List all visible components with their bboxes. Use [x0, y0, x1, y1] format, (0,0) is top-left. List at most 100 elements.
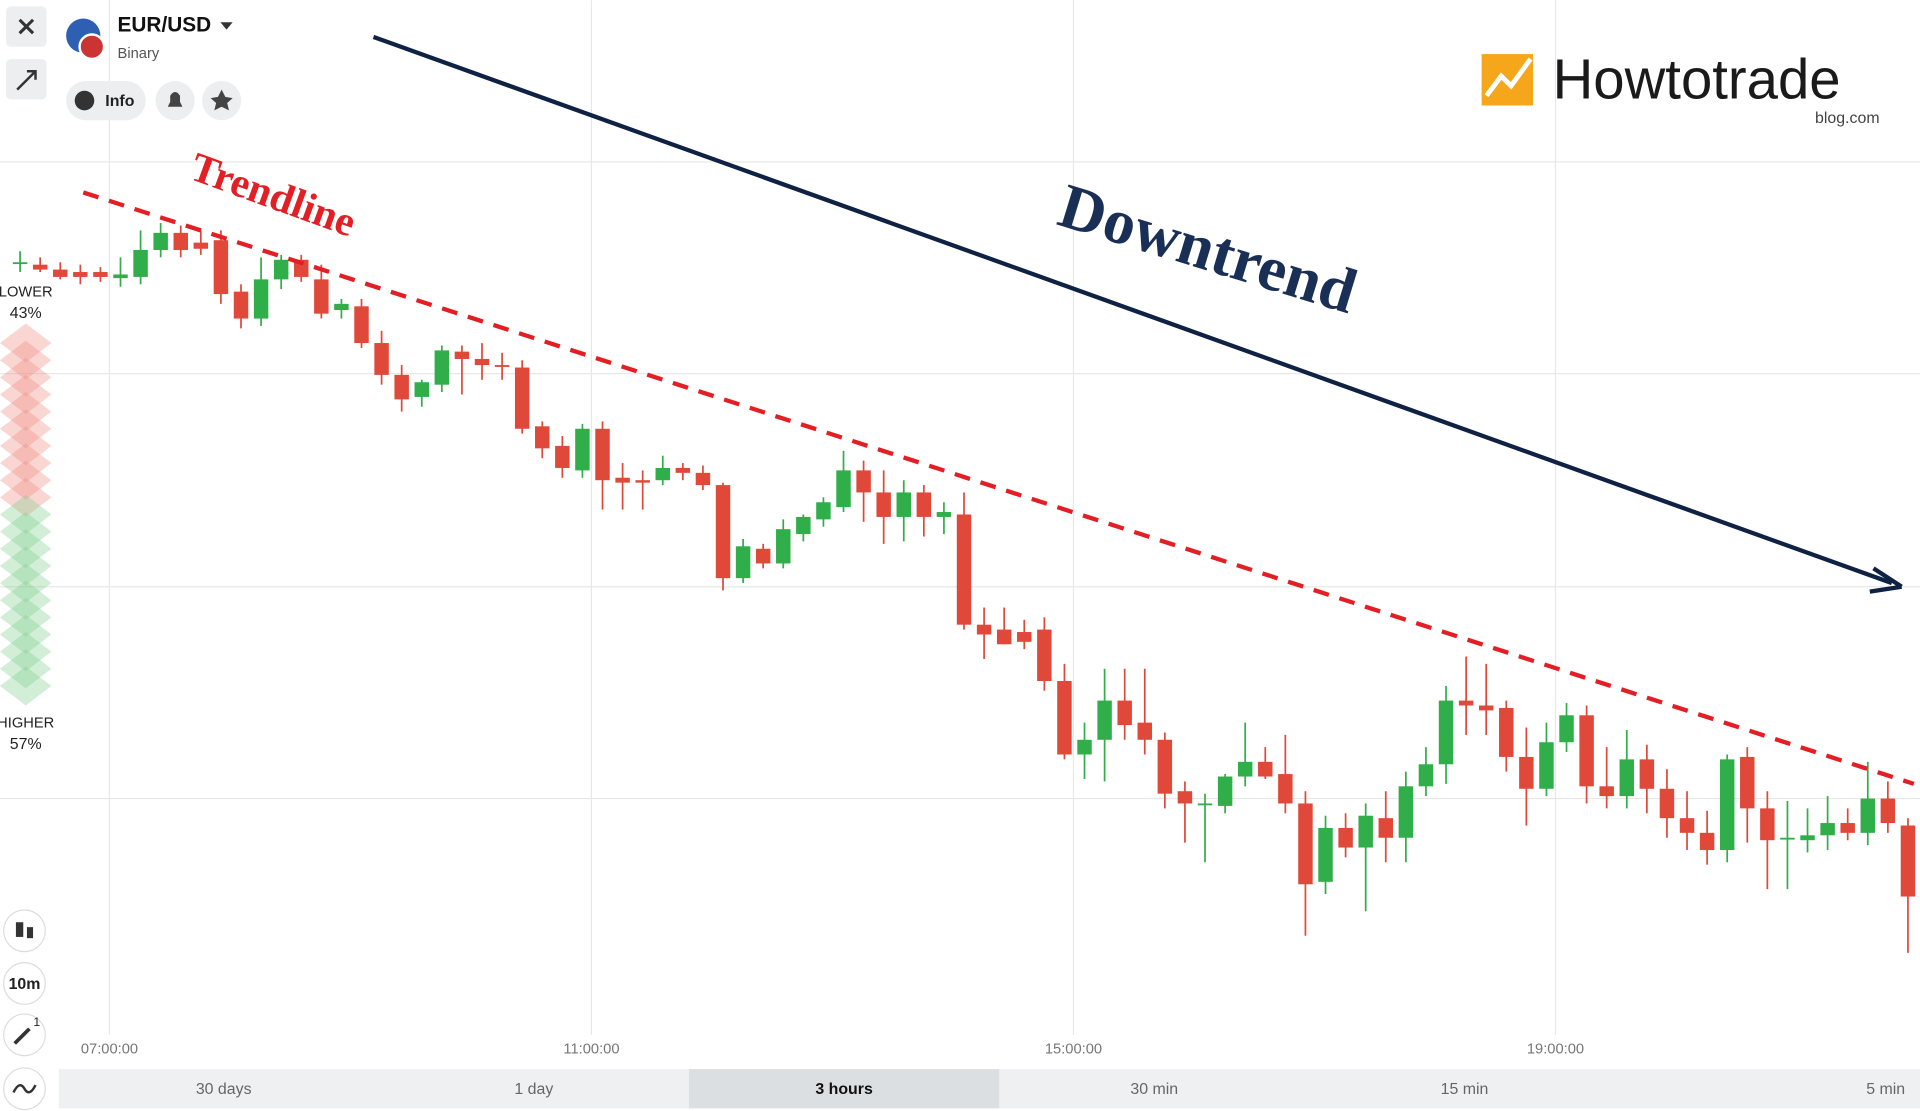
lower-pct: 43%: [10, 305, 42, 322]
candle-body: [434, 350, 450, 385]
x-tick-label: 07:00:00: [81, 1041, 138, 1057]
candle-body: [1559, 715, 1574, 743]
candle-body: [253, 279, 269, 319]
timeframe-option[interactable]: 15 min: [1441, 1081, 1489, 1098]
sentiment-diamond: [0, 426, 52, 466]
timeframe-option[interactable]: 30 min: [1130, 1081, 1178, 1098]
sentiment-diamond: [0, 323, 52, 363]
candle-body: [1458, 700, 1474, 706]
candle-body: [1298, 803, 1313, 885]
dropdown-caret: [220, 22, 233, 30]
candle-body: [1258, 761, 1273, 777]
candle-body: [32, 264, 48, 270]
candle-body: [414, 382, 429, 397]
candle-body: [876, 492, 891, 517]
info-button[interactable]: [66, 81, 146, 121]
candle-body: [695, 472, 711, 486]
star-icon: [210, 89, 233, 111]
bell-icon: [167, 92, 183, 107]
candle-body: [1177, 791, 1193, 804]
x-tick-label: 15:00:00: [1045, 1041, 1102, 1057]
candle-body: [1619, 759, 1635, 797]
candle-body: [1499, 707, 1514, 757]
candle-body: [1760, 808, 1775, 841]
candle-body: [1579, 715, 1594, 787]
draw-badge: 1: [33, 1015, 40, 1029]
x-tick-label: 11:00:00: [563, 1041, 619, 1057]
candle-body: [655, 467, 670, 481]
candle-body: [535, 426, 550, 449]
timeframe-option[interactable]: 30 days: [196, 1081, 252, 1098]
candle-body: [113, 274, 128, 279]
candle-body: [474, 358, 490, 366]
candle-body: [715, 485, 731, 579]
trendline-label: Trendline: [184, 144, 361, 246]
sentiment-diamond: [0, 392, 52, 432]
candle-body: [1438, 700, 1454, 765]
candle-body: [1860, 798, 1876, 833]
candle-body: [93, 272, 108, 277]
candle-body: [555, 445, 570, 468]
candle-body: [836, 470, 851, 508]
sentiment-diamond: [0, 443, 52, 483]
trend-arrow: [372, 34, 1893, 586]
candle-body: [816, 502, 831, 520]
candle-body: [1539, 742, 1554, 789]
collapse-icon: [16, 69, 37, 91]
candle-body: [1117, 700, 1132, 726]
candle-body: [133, 249, 148, 277]
sentiment-diamond: [0, 666, 52, 706]
candle-body: [575, 428, 590, 471]
candle-body: [1278, 774, 1293, 804]
interval: 10m: [9, 976, 41, 993]
candle-body: [1418, 764, 1434, 787]
timeframe-option[interactable]: 5 min: [1866, 1081, 1905, 1098]
higher-label: HIGHER: [0, 716, 54, 732]
candle-body: [12, 262, 28, 265]
candle-body: [1057, 681, 1072, 755]
candle-body: [1639, 759, 1655, 789]
indicator-icon: [12, 1084, 37, 1094]
candle-body: [1659, 788, 1675, 819]
info-icon: [74, 90, 95, 111]
candle-body: [1037, 629, 1052, 682]
candle-body: [1800, 835, 1815, 841]
sentiment-diamond: [0, 563, 52, 603]
sentiment-diamond: [0, 357, 52, 397]
timeframe-option[interactable]: 1 day: [514, 1081, 553, 1098]
brand-site: blog.com: [1815, 110, 1880, 127]
timeframe-option[interactable]: 3 hours: [815, 1081, 873, 1098]
x-axis: 07:00:00 11:00:00 15:00:00 19:00:00: [81, 1041, 1584, 1057]
sentiment-diamond: [0, 374, 52, 415]
chart-type-button[interactable]: [3, 909, 46, 953]
info-label: Info: [105, 93, 134, 110]
sentiment-bar: [0, 323, 52, 706]
candle-body: [153, 232, 168, 250]
candle-body: [615, 477, 630, 483]
symbol[interactable]: EUR/USD: [118, 13, 212, 36]
candle-body: [635, 480, 650, 483]
candle-body: [1097, 700, 1112, 740]
candle-body: [454, 351, 470, 359]
candle-body: [1358, 815, 1373, 848]
candle-body: [735, 546, 751, 579]
candle-body: [294, 259, 309, 277]
candle-body: [1237, 761, 1253, 777]
candle-body: [1780, 837, 1795, 840]
sentiment-diamond: [0, 649, 52, 689]
arrow-head: [1869, 566, 1903, 594]
candle-body: [1378, 818, 1394, 838]
higher-pct: 57%: [10, 736, 42, 753]
interval-button[interactable]: [3, 962, 46, 1005]
chart-type-icon: [15, 922, 24, 937]
candle-body: [755, 548, 771, 564]
sentiment-diamond: [0, 580, 52, 620]
candle-body: [1017, 632, 1032, 642]
sentiment-diamond: [0, 340, 52, 380]
candle-body: [796, 516, 811, 535]
candle-body: [976, 624, 992, 635]
candle-body: [776, 529, 791, 564]
candle-body: [1719, 759, 1735, 850]
candle-body: [1699, 832, 1715, 850]
